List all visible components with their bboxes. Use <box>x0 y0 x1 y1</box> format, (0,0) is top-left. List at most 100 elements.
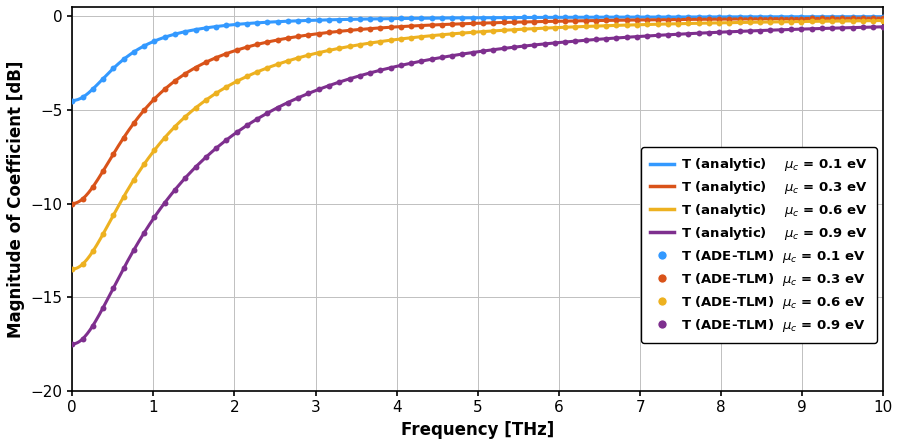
Point <box>877 13 891 20</box>
Point <box>517 18 531 25</box>
Point <box>722 16 736 23</box>
Point <box>239 122 254 129</box>
Point <box>106 150 121 157</box>
Point <box>291 33 305 40</box>
Point <box>260 19 274 26</box>
Point <box>599 22 614 29</box>
Point <box>148 147 162 154</box>
Point <box>219 50 233 57</box>
Point <box>517 42 531 50</box>
Point <box>774 26 788 33</box>
Point <box>476 47 491 54</box>
Point <box>137 161 151 168</box>
Point <box>835 13 850 20</box>
Point <box>619 13 634 21</box>
Point <box>332 78 347 86</box>
Point <box>230 129 244 136</box>
X-axis label: Frequency [THz]: Frequency [THz] <box>401 421 554 439</box>
Point <box>651 32 665 39</box>
Point <box>127 176 141 183</box>
Point <box>579 37 593 44</box>
Point <box>322 47 337 54</box>
Point <box>393 23 408 30</box>
Point <box>763 18 778 25</box>
Point <box>291 54 305 62</box>
Point <box>486 19 500 26</box>
Point <box>271 61 285 68</box>
Point <box>856 15 870 22</box>
Point <box>455 50 470 58</box>
Point <box>86 86 100 93</box>
Point <box>322 82 337 89</box>
Point <box>342 43 356 50</box>
Point <box>630 21 644 29</box>
Point <box>722 19 736 26</box>
Point <box>599 17 614 24</box>
Point <box>537 14 552 21</box>
Point <box>435 21 449 28</box>
Point <box>599 35 614 42</box>
Point <box>127 48 141 55</box>
Point <box>209 54 223 61</box>
Point <box>188 64 202 71</box>
Point <box>332 28 347 35</box>
Point <box>363 15 377 22</box>
Point <box>311 17 326 24</box>
Point <box>127 120 141 127</box>
Point <box>753 13 768 21</box>
Point <box>393 35 408 42</box>
Point <box>116 193 130 200</box>
Point <box>877 23 891 30</box>
Point <box>116 134 130 141</box>
Point <box>302 90 316 97</box>
Point <box>404 15 419 22</box>
Point <box>414 33 428 40</box>
Point <box>188 164 202 171</box>
Point <box>374 15 388 22</box>
Point <box>65 97 79 104</box>
Point <box>568 23 582 30</box>
Point <box>322 29 337 36</box>
Point <box>784 13 798 21</box>
Point <box>209 145 223 152</box>
Point <box>507 44 521 51</box>
Point <box>877 17 891 24</box>
Point <box>877 15 891 22</box>
Point <box>465 29 480 36</box>
Point <box>65 200 79 207</box>
Point <box>794 13 808 21</box>
Point <box>404 60 419 67</box>
Point <box>558 24 572 31</box>
Point <box>158 199 172 206</box>
Point <box>404 22 419 29</box>
Point <box>496 14 510 21</box>
Point <box>137 229 151 236</box>
Point <box>455 29 470 37</box>
Point <box>209 23 223 30</box>
Point <box>702 13 716 21</box>
Point <box>774 13 788 21</box>
Point <box>763 15 778 22</box>
Point <box>856 24 870 31</box>
Point <box>681 20 696 27</box>
Point <box>476 14 491 21</box>
Point <box>712 29 726 36</box>
Point <box>784 26 798 33</box>
Point <box>856 13 870 20</box>
Point <box>219 136 233 144</box>
Point <box>414 58 428 65</box>
Point <box>712 16 726 23</box>
Point <box>291 94 305 101</box>
Point <box>527 25 542 32</box>
Point <box>681 30 696 37</box>
Point <box>230 46 244 54</box>
Point <box>753 15 768 22</box>
Point <box>178 174 193 182</box>
Point <box>445 52 459 59</box>
Point <box>548 18 562 25</box>
Point <box>404 34 419 41</box>
Point <box>814 25 829 32</box>
Point <box>496 27 510 34</box>
Point <box>106 211 121 219</box>
Point <box>199 154 213 161</box>
